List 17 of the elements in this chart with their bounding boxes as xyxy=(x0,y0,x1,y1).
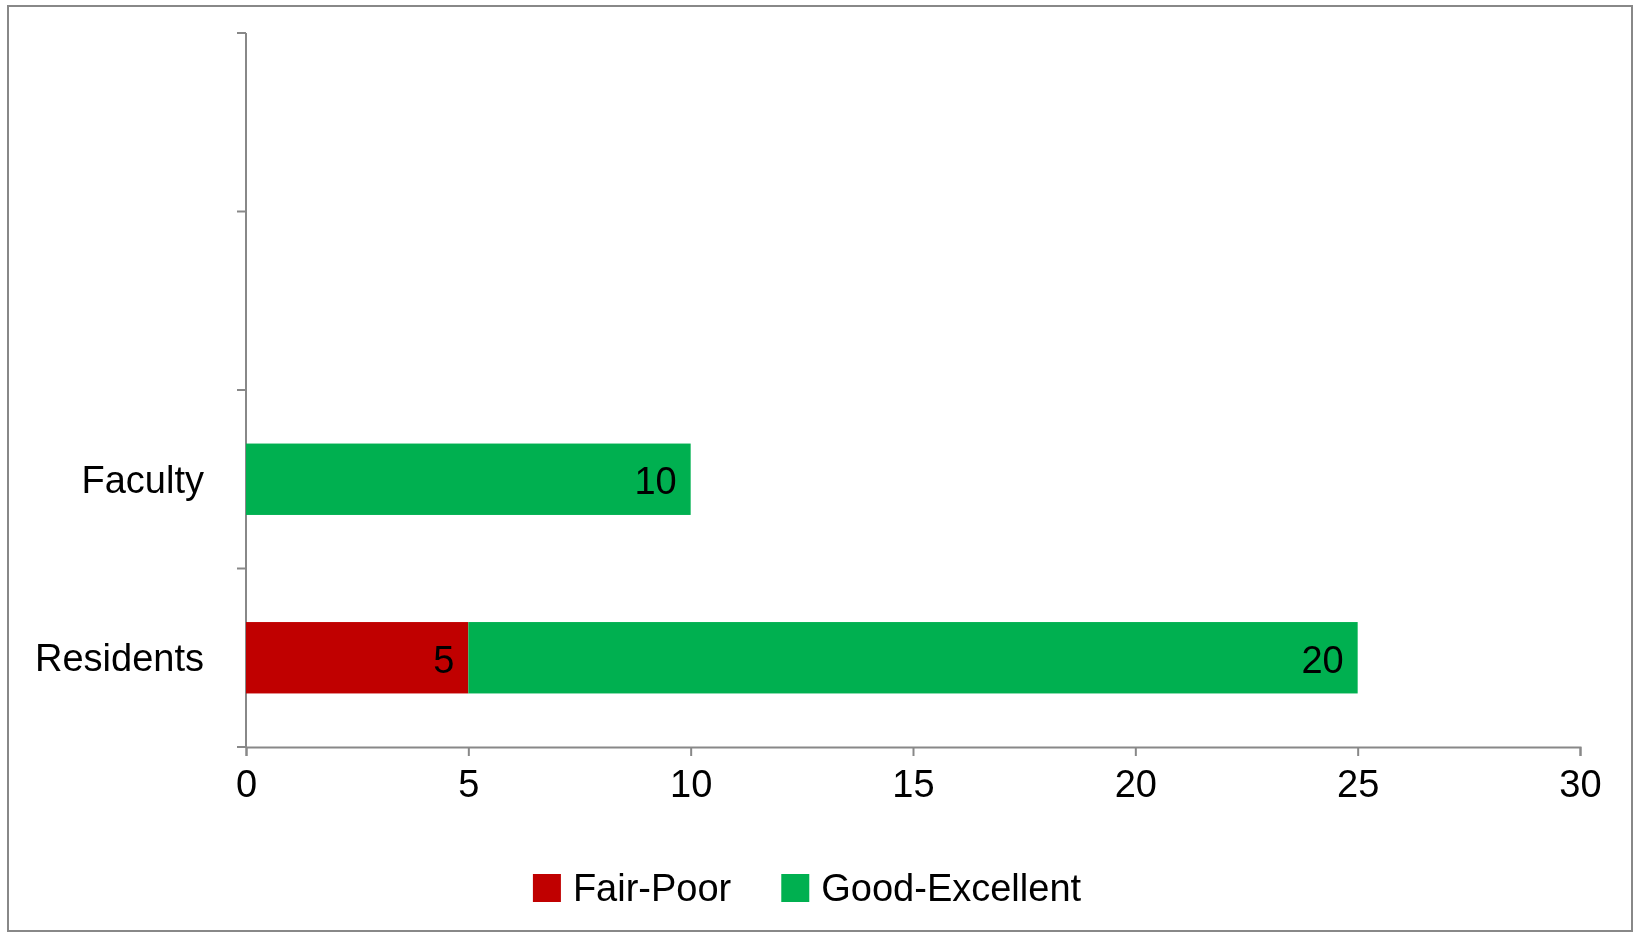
legend-label: Fair-Poor xyxy=(572,867,732,910)
data-label: 10 xyxy=(634,460,677,503)
legend-label: Good-Excellent xyxy=(821,867,1082,910)
x-tick-label: 5 xyxy=(458,762,480,805)
y-tick-label: Faculty xyxy=(81,458,204,501)
bar xyxy=(468,622,1358,694)
bar xyxy=(246,443,691,515)
data-label: 5 xyxy=(433,638,455,681)
bar xyxy=(246,622,469,694)
x-tick-label: 0 xyxy=(235,762,258,805)
x-tick-label: 20 xyxy=(1114,762,1157,805)
x-tick-label: 25 xyxy=(1337,762,1380,805)
x-tick-label: 30 xyxy=(1559,762,1602,805)
x-tick-label: 15 xyxy=(892,762,935,805)
y-tick-label: Residents xyxy=(35,637,204,680)
x-tick-label: 10 xyxy=(670,762,713,805)
data-label: 20 xyxy=(1301,638,1344,681)
